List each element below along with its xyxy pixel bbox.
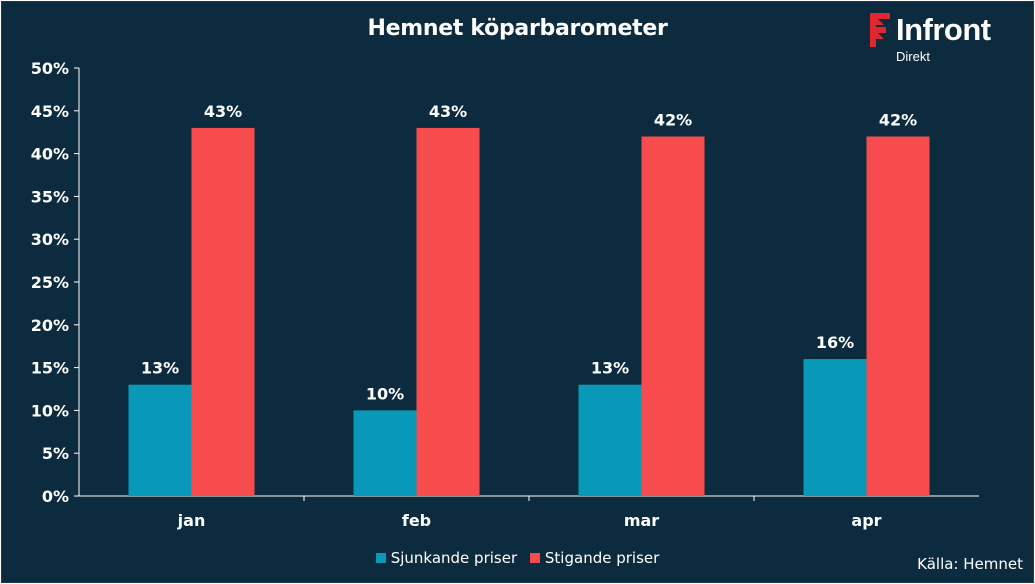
x-tick-label: mar [624,511,659,530]
legend-item-series-1: Sjunkande priser [375,549,518,567]
bar-series-2-jan [191,127,255,497]
legend-label-series-1: Sjunkande priser [390,549,518,567]
chart-data-labels: 13% 43% 10% 43% 13% 42% 16% 42% [141,102,917,403]
bar-series-1-mar [578,384,642,496]
data-label-series-2-feb: 43% [429,102,467,121]
y-tick-label: 45% [31,102,69,121]
bar-series-2-mar [641,136,705,497]
chart-bars [128,127,930,497]
x-tick-label: jan [177,511,206,530]
x-tick-label: feb [402,511,431,530]
legend-swatch-series-2 [529,553,540,563]
y-tick-label: 20% [31,316,69,335]
y-tick-label: 25% [31,273,69,292]
legend-item-series-2: Stigande priser [529,549,660,567]
y-tick-label: 40% [31,145,69,164]
bar-series-1-feb [353,410,417,496]
data-label-series-1-jan: 13% [141,359,179,378]
legend-label-series-2: Stigande priser [544,549,660,567]
y-tick-label: 50% [31,59,69,78]
chart-title: Hemnet köparbarometer [367,16,668,41]
y-tick-label: 0% [42,487,69,506]
data-label-series-1-mar: 13% [591,359,629,378]
infront-logo: Infront Direkt [868,10,1028,70]
source-note: Källa: Hemnet [917,555,1023,573]
chart-legend: Sjunkande priser Stigande priser [2,549,1033,567]
bar-series-2-feb [416,127,480,497]
bar-series-1-apr [803,359,867,496]
x-tick-label: apr [851,511,881,530]
data-label-series-2-mar: 42% [654,110,692,129]
bar-series-2-apr [866,136,930,497]
y-tick-label: 10% [31,401,69,420]
data-label-series-1-apr: 16% [816,333,854,352]
y-tick-label: 35% [31,187,69,206]
infront-mark-icon [870,13,890,47]
bar-series-1-jan [128,384,192,496]
logo-sub-text: Direkt [896,49,930,64]
y-tick-label: 30% [31,230,69,249]
data-label-series-2-jan: 43% [204,102,242,121]
data-label-series-2-apr: 42% [879,110,917,129]
data-label-series-1-feb: 10% [366,384,404,403]
y-tick-label: 5% [42,444,69,463]
logo-brand-text: Infront [896,12,991,47]
legend-swatch-series-1 [375,553,386,563]
y-tick-label: 15% [31,359,69,378]
